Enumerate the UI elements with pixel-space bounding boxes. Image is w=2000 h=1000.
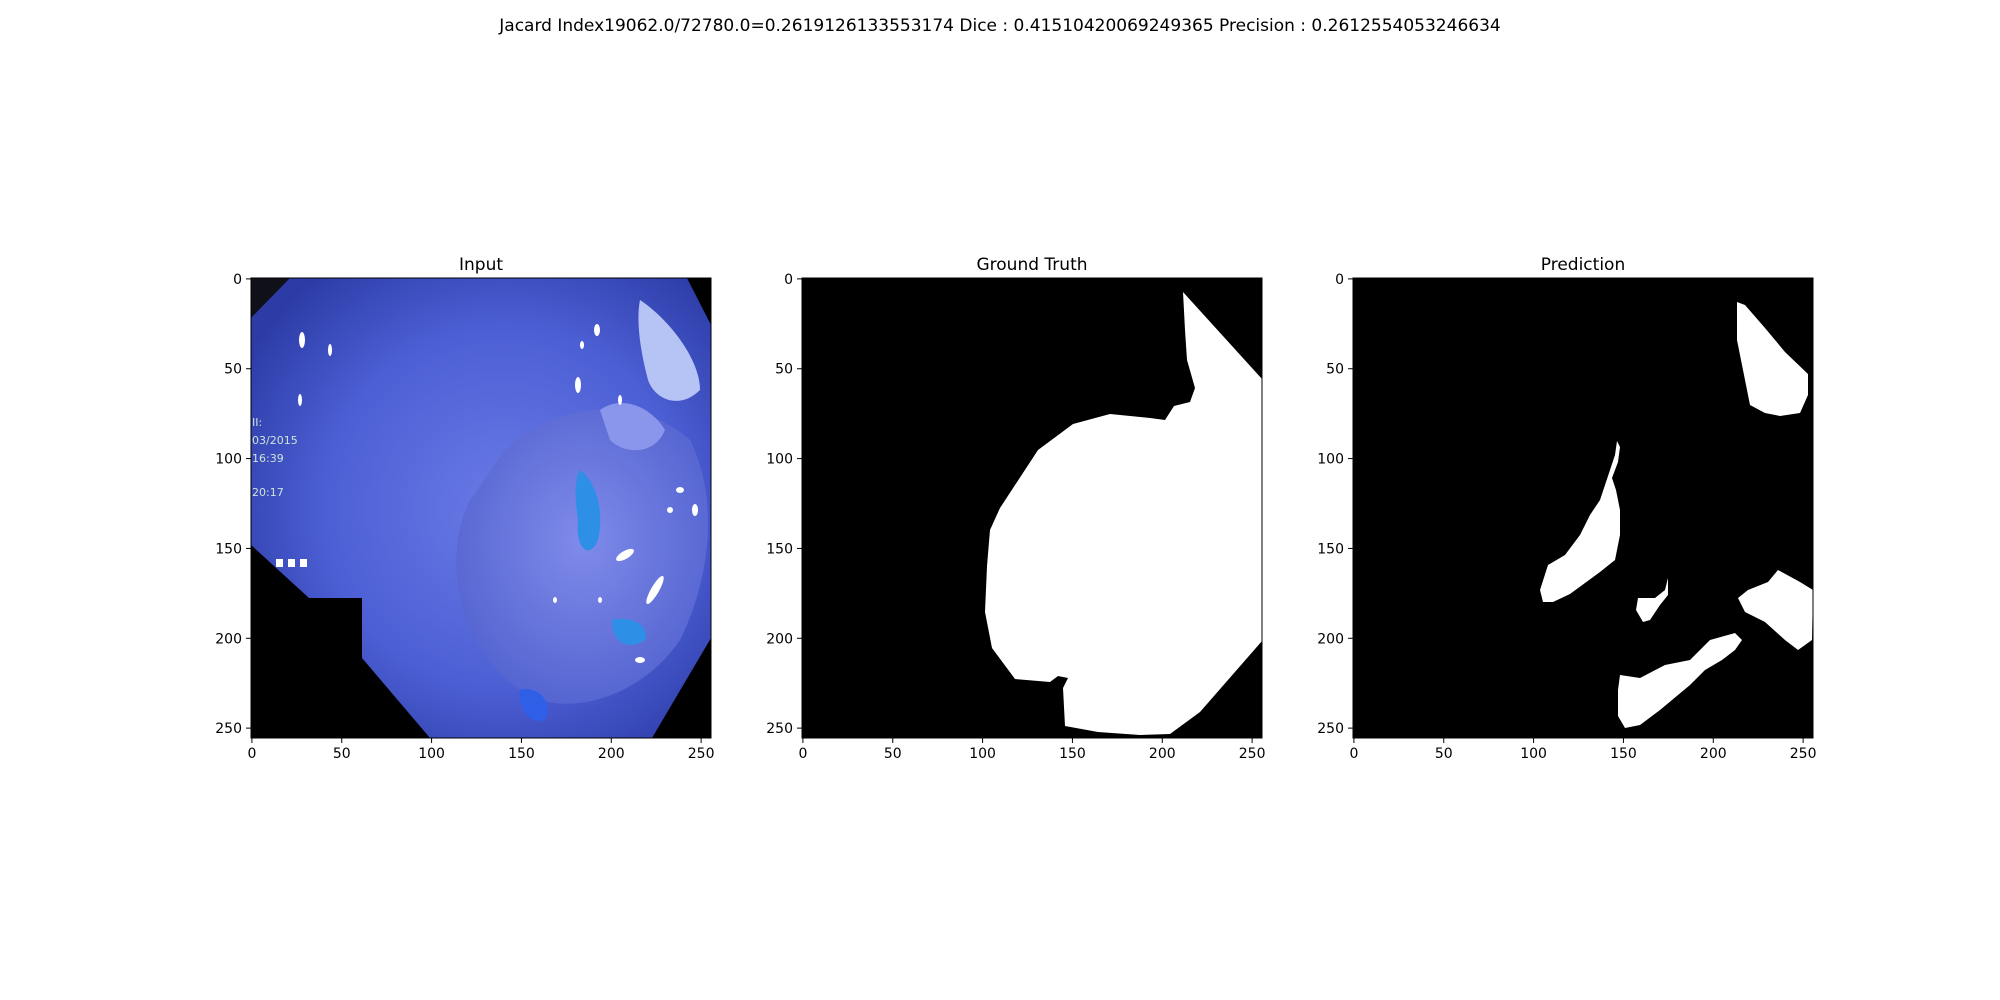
x-tick-label: 100 bbox=[418, 746, 445, 762]
overlay-text: II: bbox=[252, 416, 262, 429]
corner-mask bbox=[251, 278, 290, 318]
y-tick-label: 0 bbox=[1335, 272, 1344, 288]
x-tick-label: 200 bbox=[598, 746, 625, 762]
panel-title-ground-truth: Ground Truth bbox=[976, 255, 1087, 275]
figure-suptitle: Jacard Index19062.0/72780.0=0.2619126133… bbox=[499, 16, 1501, 36]
predicted-region bbox=[1636, 578, 1668, 622]
axes-frame bbox=[250, 277, 712, 739]
ground-truth-panel: Ground Truth 0 50 100 150 200 250 0 50 100 150 200… bbox=[766, 255, 1265, 762]
dye-patch bbox=[575, 470, 601, 551]
y-tick-label: 200 bbox=[1317, 631, 1344, 647]
x-tick-label: 0 bbox=[1349, 746, 1358, 762]
y-tick-label: 200 bbox=[766, 631, 793, 647]
x-tick-label: 0 bbox=[247, 746, 256, 762]
axes-ticks: 0 50 100 150 200 250 0 50 100 150 200 250 bbox=[1317, 272, 1816, 762]
x-tick-label: 250 bbox=[1790, 746, 1817, 762]
y-tick-label: 100 bbox=[766, 452, 793, 468]
y-tick-label: 250 bbox=[215, 721, 242, 737]
x-tick-label: 250 bbox=[1239, 746, 1266, 762]
axes-ticks: 0 50 100 150 200 250 0 50 100 150 200 250 bbox=[215, 272, 714, 762]
light-reflection bbox=[638, 300, 700, 401]
polyp-mask bbox=[985, 292, 1262, 735]
prediction-mask bbox=[1353, 278, 1813, 738]
y-tick-label: 50 bbox=[1326, 362, 1344, 378]
prediction-panel: Prediction 0 50 100 150 200 250 0 50 100 150 200 25… bbox=[1317, 255, 1816, 762]
predicted-region bbox=[1618, 633, 1742, 728]
polyp-region bbox=[456, 409, 709, 704]
axes-frame bbox=[801, 277, 1263, 739]
specular-highlights bbox=[298, 324, 698, 663]
x-tick-label: 150 bbox=[1059, 746, 1086, 762]
y-tick-label: 100 bbox=[215, 452, 242, 468]
x-tick-label: 100 bbox=[969, 746, 996, 762]
input-panel: Input bbox=[215, 255, 714, 762]
axes-frame bbox=[1352, 277, 1814, 739]
y-tick-label: 100 bbox=[1317, 452, 1344, 468]
panel-title-prediction: Prediction bbox=[1541, 255, 1625, 275]
overlay-text: 03/2015 bbox=[252, 434, 298, 447]
panel-title-input: Input bbox=[459, 255, 503, 275]
x-tick-label: 250 bbox=[688, 746, 715, 762]
y-tick-label: 0 bbox=[233, 272, 242, 288]
overlay-text: 20:17 bbox=[252, 486, 284, 499]
axes-ticks: 0 50 100 150 200 250 0 50 100 150 200 250 bbox=[766, 272, 1265, 762]
y-tick-label: 250 bbox=[766, 721, 793, 737]
predicted-region bbox=[1540, 441, 1620, 602]
y-tick-label: 150 bbox=[766, 541, 793, 557]
y-tick-label: 150 bbox=[1317, 541, 1344, 557]
x-tick-label: 200 bbox=[1149, 746, 1176, 762]
input-image: II: 03/2015 16:39 20:17 bbox=[251, 278, 711, 738]
dye-patch bbox=[612, 618, 646, 645]
predicted-region bbox=[1737, 302, 1808, 416]
y-tick-label: 150 bbox=[215, 541, 242, 557]
x-tick-label: 50 bbox=[884, 746, 902, 762]
x-tick-label: 150 bbox=[508, 746, 535, 762]
y-tick-label: 50 bbox=[224, 362, 242, 378]
predicted-region bbox=[1738, 570, 1813, 650]
overlay-text: 16:39 bbox=[252, 452, 284, 465]
x-tick-label: 50 bbox=[1435, 746, 1453, 762]
x-tick-label: 50 bbox=[333, 746, 351, 762]
y-tick-label: 50 bbox=[775, 362, 793, 378]
x-tick-label: 100 bbox=[1520, 746, 1547, 762]
x-tick-label: 0 bbox=[798, 746, 807, 762]
polyp-tip bbox=[600, 402, 665, 451]
y-tick-label: 0 bbox=[784, 272, 793, 288]
x-tick-label: 200 bbox=[1700, 746, 1727, 762]
y-tick-label: 250 bbox=[1317, 721, 1344, 737]
ground-truth-mask bbox=[802, 278, 1262, 738]
overlay-markers bbox=[276, 559, 307, 567]
dye-patch bbox=[519, 689, 548, 721]
y-tick-label: 200 bbox=[215, 631, 242, 647]
x-tick-label: 150 bbox=[1610, 746, 1637, 762]
